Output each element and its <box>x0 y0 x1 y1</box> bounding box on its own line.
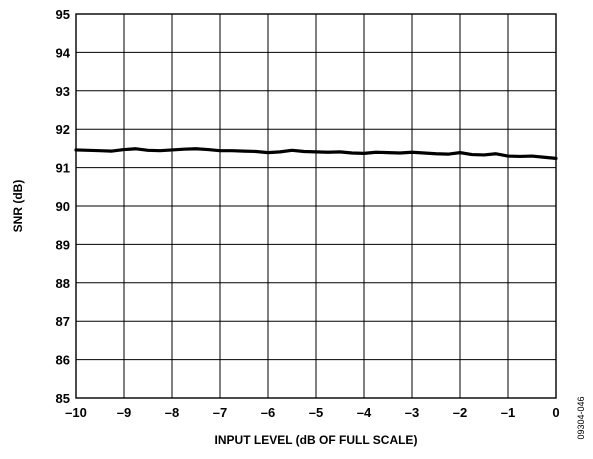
grid <box>76 14 556 398</box>
y-tick-label: 92 <box>56 122 70 137</box>
y-tick-label: 85 <box>56 391 70 406</box>
series-group <box>74 147 558 160</box>
x-tick-label: –4 <box>357 405 372 420</box>
x-axis-title: INPUT LEVEL (dB OF FULL SCALE) <box>215 433 418 447</box>
plot-frame <box>75 13 557 399</box>
y-tick-label: 88 <box>56 276 70 291</box>
x-tick-label: –1 <box>501 405 515 420</box>
x-tick-label: –8 <box>165 405 179 420</box>
x-tick-label: –7 <box>213 405 227 420</box>
y-tick-label: 86 <box>56 353 70 368</box>
x-tick-label: –3 <box>405 405 419 420</box>
x-tick-label: 0 <box>552 405 559 420</box>
x-tick-label: –10 <box>65 405 87 420</box>
y-axis-title: SNR (dB) <box>11 180 25 233</box>
snr-series-line <box>74 147 558 160</box>
x-tick-label: –5 <box>309 405 323 420</box>
y-tick-label: 95 <box>56 7 70 22</box>
y-tick-labels: 85 86 87 88 89 90 91 92 93 94 95 <box>56 7 71 406</box>
y-tick-label: 89 <box>56 237 70 252</box>
x-tick-label: –9 <box>117 405 131 420</box>
y-tick-label: 87 <box>56 314 70 329</box>
y-tick-label: 93 <box>56 84 70 99</box>
x-tick-label: –2 <box>453 405 467 420</box>
figure-id: 09304-046 <box>576 396 586 439</box>
x-tick-labels: –10 –9 –8 –7 –6 –5 –4 –3 –2 –1 0 <box>65 405 559 420</box>
y-tick-label: 91 <box>56 161 70 176</box>
y-tick-label: 94 <box>56 45 71 60</box>
y-tick-label: 90 <box>56 199 70 214</box>
x-tick-label: –6 <box>261 405 275 420</box>
